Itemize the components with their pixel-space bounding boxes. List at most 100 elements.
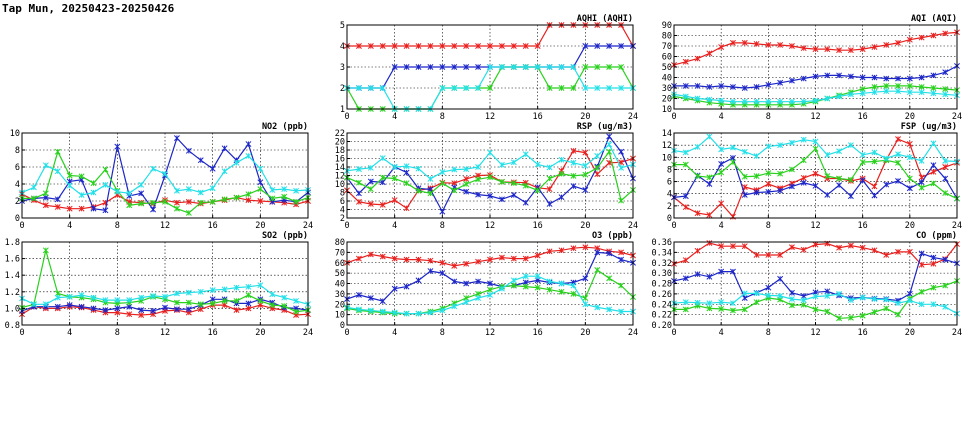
data-point-green xyxy=(824,308,831,315)
data-point-cyan xyxy=(558,64,565,70)
data-point-blue xyxy=(788,77,795,84)
data-point-blue xyxy=(730,268,736,275)
data-point-green xyxy=(942,282,949,289)
data-point-red xyxy=(706,212,713,218)
data-point-blue xyxy=(942,175,949,182)
data-point-green xyxy=(594,267,601,273)
data-point-cyan xyxy=(582,162,589,169)
data-point-green xyxy=(765,170,772,177)
data-point-red xyxy=(415,256,422,263)
data-point-cyan xyxy=(859,294,866,301)
data-point-cyan xyxy=(269,291,276,298)
data-point-blue xyxy=(824,191,831,198)
data-point-blue xyxy=(706,181,713,187)
data-point-cyan xyxy=(836,93,843,100)
data-point-blue xyxy=(487,280,493,287)
data-point-blue xyxy=(859,74,866,81)
data-point-cyan xyxy=(618,164,625,171)
y-tick-label: 30 xyxy=(335,290,345,300)
data-point-cyan xyxy=(812,138,819,145)
data-point-green xyxy=(582,295,589,301)
data-point-green xyxy=(594,64,601,70)
data-point-red xyxy=(391,43,398,49)
data-point-green xyxy=(138,200,145,207)
data-point-blue xyxy=(209,165,216,172)
data-point-cyan xyxy=(558,156,565,163)
data-point-cyan xyxy=(355,85,362,91)
y-tick-label: 12 xyxy=(335,172,345,182)
data-point-blue xyxy=(463,280,470,287)
y-tick-label: 70 xyxy=(335,248,345,258)
data-point-cyan xyxy=(42,162,49,169)
data-point-green xyxy=(570,85,577,91)
data-point-blue xyxy=(741,85,748,91)
data-point-red xyxy=(522,43,529,49)
x-tick-label: 4 xyxy=(392,221,397,231)
y-tick-label: 2 xyxy=(340,84,345,94)
data-point-cyan xyxy=(510,277,517,284)
data-point-cyan xyxy=(233,284,240,291)
data-point-blue xyxy=(918,179,925,186)
data-point-red xyxy=(859,46,866,53)
data-point-blue xyxy=(824,288,831,295)
data-point-green xyxy=(367,186,374,193)
data-point-red xyxy=(618,249,625,256)
data-point-cyan xyxy=(741,98,748,105)
x-tick-label: 8 xyxy=(766,112,771,122)
data-point-red xyxy=(706,50,713,57)
data-point-green xyxy=(906,175,913,182)
data-point-cyan xyxy=(546,278,553,285)
data-point-green xyxy=(895,82,901,89)
data-point-blue xyxy=(582,43,589,49)
data-point-cyan xyxy=(788,296,795,303)
data-point-blue xyxy=(788,289,795,296)
data-point-red xyxy=(451,262,458,269)
data-point-blue xyxy=(463,64,470,70)
data-point-red xyxy=(730,39,736,46)
data-point-blue xyxy=(66,302,73,309)
x-tick-label: 4 xyxy=(67,221,72,231)
chart-title: CO (ppm) xyxy=(916,231,957,241)
data-point-red xyxy=(753,40,760,47)
data-point-red xyxy=(355,198,362,205)
data-point-red xyxy=(379,253,386,260)
data-point-blue xyxy=(741,191,748,198)
chart-title: AQHI (AQHI) xyxy=(577,14,633,24)
data-point-blue xyxy=(800,179,807,186)
data-point-green xyxy=(245,292,252,299)
data-point-blue xyxy=(883,75,890,82)
data-point-cyan xyxy=(546,64,553,70)
data-point-red xyxy=(824,46,831,53)
page-title: Tap Mun, 20250423-20250426 xyxy=(2,2,175,15)
data-point-cyan xyxy=(753,153,760,160)
data-point-blue xyxy=(439,64,446,70)
data-point-blue xyxy=(185,306,192,313)
data-point-green xyxy=(918,184,925,191)
data-point-red xyxy=(475,258,482,265)
data-point-blue xyxy=(765,284,772,291)
data-point-cyan xyxy=(197,288,204,295)
data-point-cyan xyxy=(582,85,589,91)
data-point-cyan xyxy=(594,304,601,311)
chart-title: RSP (ug/m3) xyxy=(577,122,633,132)
data-point-blue xyxy=(475,278,482,285)
data-point-cyan xyxy=(197,189,204,196)
x-tick-label: 12 xyxy=(160,221,170,231)
data-point-red xyxy=(682,204,689,211)
data-point-red xyxy=(487,256,493,263)
data-point-red xyxy=(355,43,362,49)
data-point-cyan xyxy=(718,146,725,153)
data-point-cyan xyxy=(906,297,913,304)
data-point-cyan xyxy=(594,85,601,91)
data-point-cyan xyxy=(114,188,121,195)
data-point-green xyxy=(582,64,589,70)
data-point-cyan xyxy=(895,88,901,95)
data-point-cyan xyxy=(895,300,901,307)
data-point-cyan xyxy=(682,93,689,100)
data-point-red xyxy=(439,259,446,266)
x-tick-label: 8 xyxy=(115,221,120,231)
y-tick-label: 50 xyxy=(335,269,345,279)
y-tick-label: 40 xyxy=(662,74,672,84)
data-point-green xyxy=(66,172,73,179)
data-point-green xyxy=(883,82,890,89)
